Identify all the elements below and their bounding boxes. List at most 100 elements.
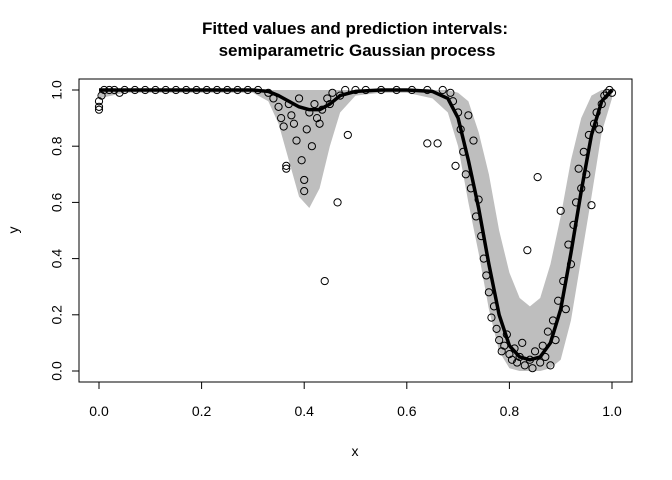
data-point	[300, 175, 309, 185]
data-point	[577, 184, 586, 193]
data-point	[448, 97, 458, 106]
x-tick-label: 0.8	[500, 403, 520, 419]
data-point	[541, 352, 550, 362]
data-point	[569, 220, 578, 229]
data-point	[243, 85, 252, 95]
data-point	[269, 94, 278, 103]
data-point	[497, 347, 506, 356]
data-point	[423, 85, 432, 95]
data-point	[461, 170, 470, 179]
data-point	[433, 139, 442, 148]
data-point	[502, 330, 511, 339]
data-point	[361, 85, 370, 95]
prediction-band	[99, 90, 612, 371]
data-point	[605, 85, 614, 95]
data-point	[233, 85, 242, 95]
y-tick-label: 0.0	[49, 361, 65, 381]
data-point	[548, 316, 558, 325]
data-point	[589, 119, 599, 128]
data-point	[182, 85, 191, 95]
data-point	[510, 344, 519, 353]
data-point	[302, 125, 311, 134]
data-point	[533, 173, 542, 182]
data-point	[343, 130, 352, 140]
data-point	[407, 85, 417, 95]
data-point	[307, 142, 316, 151]
data-point	[305, 108, 314, 117]
data-point	[602, 88, 611, 97]
data-point	[471, 212, 481, 221]
data-point	[492, 324, 501, 333]
data-point	[120, 85, 129, 95]
data-point	[392, 85, 401, 95]
x-axis-label: x	[352, 443, 359, 459]
data-point	[487, 313, 496, 322]
data-point	[94, 105, 104, 114]
data-point	[551, 335, 560, 345]
data-point	[446, 88, 455, 97]
data-point	[287, 111, 296, 120]
data-point	[423, 139, 432, 148]
data-point	[489, 302, 499, 311]
data-point	[289, 119, 299, 128]
y-tick-label: 0.2	[49, 305, 65, 325]
data-point	[505, 350, 514, 359]
data-point	[513, 358, 522, 367]
data-point	[559, 276, 568, 286]
data-point	[312, 114, 322, 123]
fitted-line	[99, 88, 614, 362]
data-point	[161, 85, 170, 95]
data-point	[438, 85, 447, 95]
data-point	[495, 335, 504, 345]
data-point	[582, 170, 591, 179]
data-point	[100, 85, 109, 95]
x-tick-label: 1.0	[602, 403, 622, 419]
data-point	[566, 260, 576, 269]
data-point	[274, 102, 283, 111]
data-point	[318, 105, 327, 114]
y-tick-label: 0.4	[49, 249, 65, 269]
data-point	[351, 85, 360, 95]
data-point	[212, 85, 222, 95]
y-axis: 0.0 0.2 0.4 0.6 0.8 1.0	[49, 80, 80, 381]
data-point	[484, 288, 493, 297]
data-point	[320, 276, 329, 286]
prediction-band-layer	[99, 90, 612, 371]
data-point	[466, 184, 476, 193]
data-point	[597, 99, 606, 109]
data-point	[456, 125, 465, 134]
data-point	[477, 232, 486, 241]
data-point	[607, 88, 617, 97]
data-point	[556, 206, 565, 215]
y-tick-label: 1.0	[49, 80, 65, 100]
data-point	[525, 355, 535, 364]
data-point	[315, 119, 324, 128]
data-point	[554, 296, 563, 305]
x-tick-label: 0.4	[294, 403, 314, 419]
data-point	[328, 88, 337, 97]
data-points-layer	[94, 85, 617, 373]
x-tick-label: 0.2	[192, 403, 212, 419]
data-point	[300, 187, 309, 196]
data-point	[561, 305, 570, 314]
data-point	[520, 361, 529, 370]
data-point	[464, 111, 473, 120]
data-point	[94, 97, 104, 106]
data-point	[564, 240, 573, 249]
data-point	[523, 246, 532, 255]
data-point	[192, 85, 201, 95]
data-point	[325, 99, 334, 109]
data-point	[546, 361, 555, 370]
data-point	[574, 164, 583, 173]
data-point	[130, 85, 140, 95]
data-point	[454, 108, 463, 117]
data-point	[459, 147, 468, 156]
data-point	[105, 85, 114, 95]
data-point	[579, 147, 588, 156]
data-point	[595, 125, 604, 134]
data-point	[377, 85, 386, 95]
data-point	[518, 338, 527, 347]
data-point	[141, 85, 150, 95]
data-point	[264, 88, 273, 97]
data-point	[110, 85, 119, 95]
